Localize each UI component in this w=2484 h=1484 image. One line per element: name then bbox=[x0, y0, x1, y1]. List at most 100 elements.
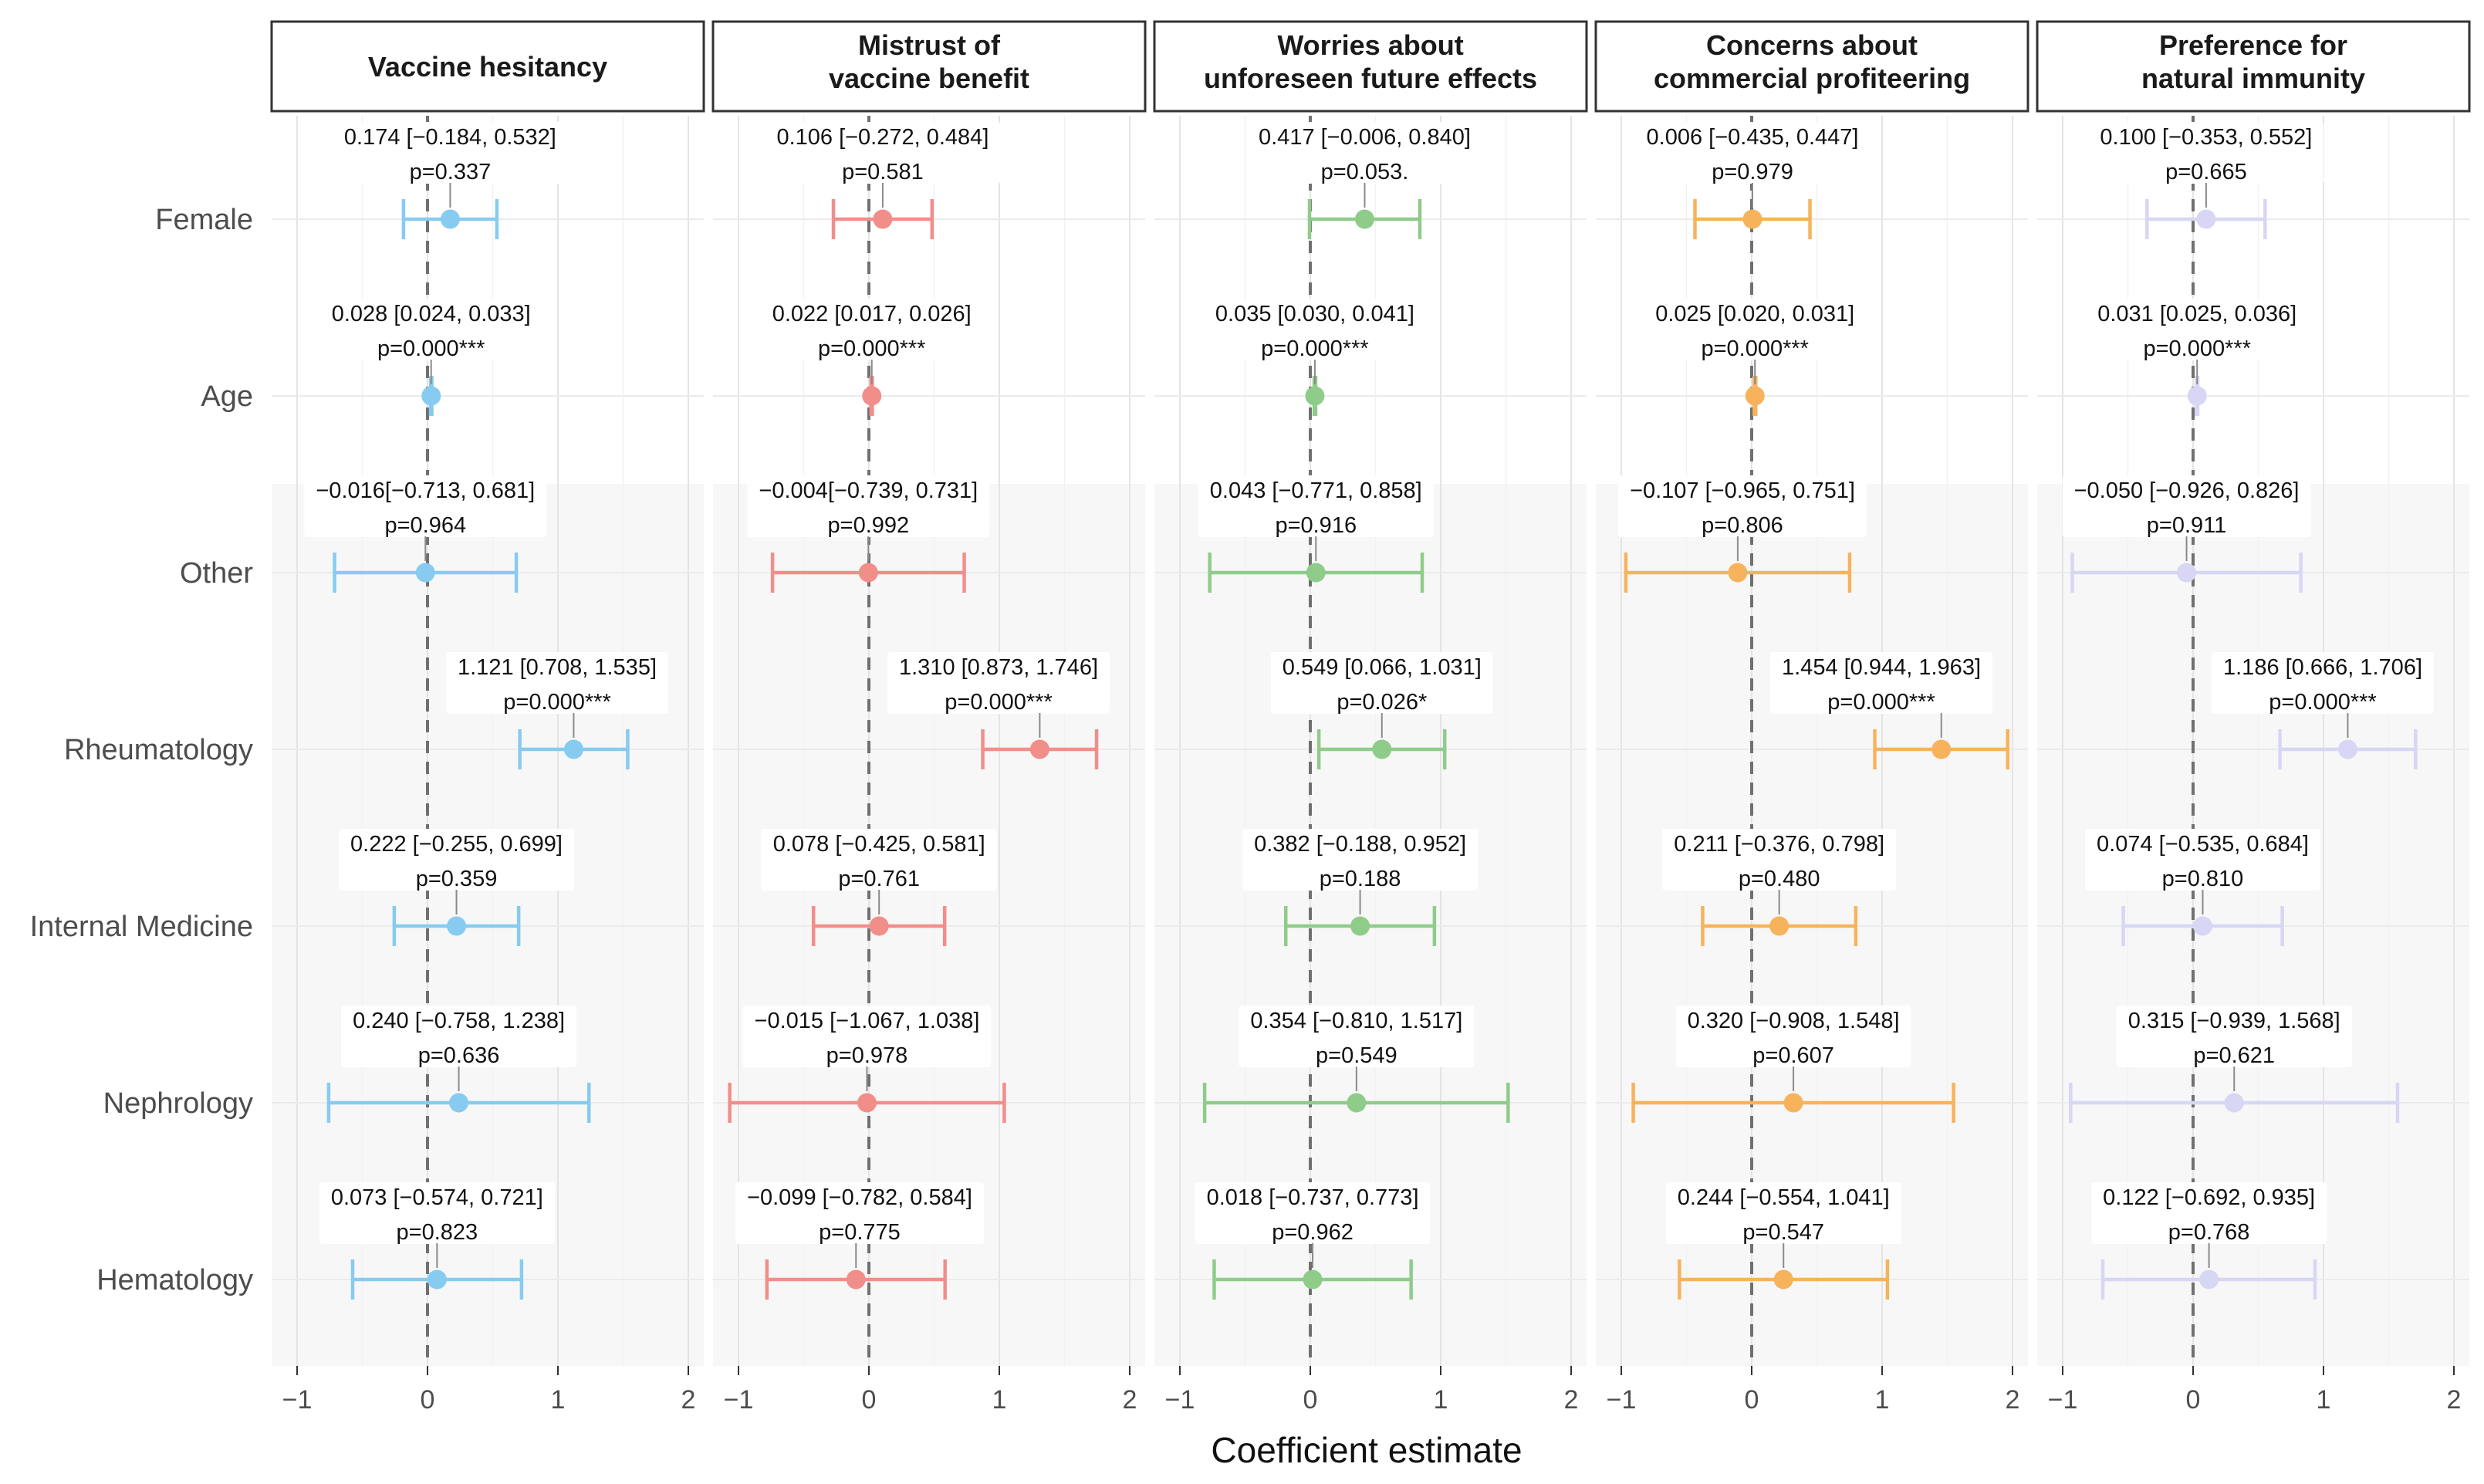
panel-4-xtick-label-0: −1 bbox=[1607, 1385, 1637, 1415]
panel-4-xtick-label-2: 1 bbox=[1875, 1385, 1890, 1415]
panel-1-strip-title-line-1: Vaccine hesitancy bbox=[368, 51, 607, 83]
panel-5-rheumatology-p-value-label: p=0.000*** bbox=[2269, 690, 2377, 715]
panel-2-xtick-label-1: 0 bbox=[862, 1385, 877, 1415]
panel-3-xtick-label-0: −1 bbox=[1165, 1385, 1195, 1415]
panel-1-rheumatology-p-value-label: p=0.000*** bbox=[503, 690, 611, 715]
panel-3-xtick-label-3: 2 bbox=[1564, 1385, 1579, 1415]
panel-5-internal-medicine-point-estimate bbox=[2193, 916, 2213, 936]
row-label-female: Female bbox=[155, 204, 253, 236]
panel-3-female-point-estimate bbox=[1354, 209, 1374, 229]
panel-1-nephrology-label-bg bbox=[341, 1006, 577, 1067]
panel-2-strip-box bbox=[711, 20, 1147, 113]
x-axis-title: Coefficient estimate bbox=[1211, 1430, 1522, 1470]
panel-2-female-point-estimate bbox=[873, 209, 893, 229]
panel-5-strip-box bbox=[2036, 20, 2471, 113]
panel-1-rheumatology-estimate-ci-label: 1.121 [0.708, 1.535] bbox=[458, 655, 657, 680]
panel-1-internal-medicine-p-value-label: p=0.359 bbox=[416, 867, 498, 891]
panel-5-female-p-value-label: p=0.665 bbox=[2165, 160, 2247, 184]
panel-5-age-point-estimate bbox=[2187, 386, 2207, 406]
panel-1-hematology-label-bg bbox=[319, 1182, 555, 1244]
panel-4-internal-medicine-point-estimate bbox=[1769, 916, 1789, 936]
panel-5-nephrology-point-estimate bbox=[2224, 1093, 2244, 1113]
panel-3-internal-medicine-p-value-label: p=0.188 bbox=[1320, 867, 1401, 891]
panel-2-age-p-value-label: p=0.000*** bbox=[818, 336, 926, 361]
panel-3-xtick-label-2: 1 bbox=[1434, 1385, 1448, 1415]
panel-2-internal-medicine-point-estimate bbox=[869, 916, 889, 936]
row-label-other: Other bbox=[180, 557, 253, 590]
panel-1-internal-medicine-point-estimate bbox=[447, 916, 467, 936]
panel-2-other-p-value-label: p=0.992 bbox=[828, 513, 910, 538]
panel-4-nephrology-point-estimate bbox=[1783, 1093, 1803, 1113]
panel-1-nephrology-point-estimate bbox=[449, 1093, 469, 1113]
panel-2-age-label-bg bbox=[760, 299, 983, 360]
panel-5-xtick-label-2: 1 bbox=[2317, 1385, 2331, 1415]
panel-1-internal-medicine-label-bg bbox=[339, 829, 574, 891]
panel-5-strip-title-line-1: Preference for bbox=[2159, 29, 2347, 61]
panel-4-nephrology-estimate-ci-label: 0.320 [−0.908, 1.548] bbox=[1688, 1009, 1900, 1033]
panel-4-hematology-estimate-ci-label: 0.244 [−0.554, 1.041] bbox=[1678, 1185, 1890, 1210]
panel-1-other-label-bg bbox=[304, 475, 547, 537]
panel-4-other-point-estimate bbox=[1728, 563, 1748, 583]
panel-4-other-estimate-ci-label: −0.107 [−0.965, 0.751] bbox=[1630, 478, 1855, 503]
annotation-layer: 0.174 [−0.184, 0.532] p=0.337 0.028 [0.024… bbox=[304, 122, 2434, 1268]
panel-5-other-label-bg bbox=[2062, 475, 2311, 537]
panel-5-female-point-estimate bbox=[2196, 209, 2216, 229]
panel-2-hematology-point-estimate bbox=[846, 1269, 866, 1290]
panel-2-female-estimate-ci-label: 0.106 [−0.272, 0.484] bbox=[776, 125, 989, 150]
panel-5-internal-medicine-p-value-label: p=0.810 bbox=[2162, 867, 2244, 891]
panel-2-other-point-estimate bbox=[858, 563, 878, 583]
panel-1-age-point-estimate bbox=[421, 386, 441, 406]
row-label-internal-medicine: Internal Medicine bbox=[30, 911, 253, 943]
panel-1-xtick-label-2: 1 bbox=[551, 1385, 566, 1415]
panel-3-nephrology-label-bg bbox=[1239, 1006, 1475, 1067]
panel-1-other-point-estimate bbox=[415, 563, 435, 583]
panel-1-female-p-value-label: p=0.337 bbox=[410, 160, 492, 184]
panel-1-strip-box bbox=[270, 20, 705, 113]
panel-4-age-estimate-ci-label: 0.025 [0.020, 0.031] bbox=[1655, 302, 1854, 326]
panel-1-hematology-point-estimate bbox=[427, 1269, 447, 1290]
panel-2-internal-medicine-estimate-ci-label: 0.078 [−0.425, 0.581] bbox=[773, 832, 985, 857]
panel-1-female-point-estimate bbox=[440, 209, 460, 229]
panel-3-strip-title-line-1: Worries about bbox=[1277, 29, 1463, 61]
panel-4-rheumatology-label-bg bbox=[1770, 652, 1992, 714]
panel-1-rheumatology-label-bg bbox=[446, 652, 668, 714]
panel-3-age-point-estimate bbox=[1305, 386, 1325, 406]
panel-2-other-estimate-ci-label: −0.004[−0.739, 0.731] bbox=[759, 478, 978, 503]
panel-3-other-estimate-ci-label: 0.043 [−0.771, 0.858] bbox=[1210, 478, 1422, 503]
panel-3-strip-box bbox=[1153, 20, 1588, 113]
panel-4-age-label-bg bbox=[1644, 299, 1867, 360]
panel-2-rheumatology-p-value-label: p=0.000*** bbox=[945, 690, 1053, 715]
panel-2-other-label-bg bbox=[747, 475, 990, 537]
panel-4-rheumatology-p-value-label: p=0.000*** bbox=[1827, 690, 1935, 715]
panel-1-internal-medicine-estimate-ci-label: 0.222 [−0.255, 0.699] bbox=[350, 832, 563, 857]
panel-5-age-label-bg bbox=[2086, 299, 2309, 360]
panel-5-hematology-p-value-label: p=0.768 bbox=[2168, 1220, 2250, 1245]
panel-4-nephrology-p-value-label: p=0.607 bbox=[1752, 1043, 1834, 1068]
panel-5-nephrology-estimate-ci-label: 0.315 [−0.939, 1.568] bbox=[2128, 1009, 2340, 1033]
panel-4-female-label-bg bbox=[1634, 122, 1871, 184]
panel-2-nephrology-p-value-label: p=0.978 bbox=[826, 1043, 908, 1068]
panel-2-xtick-label-3: 2 bbox=[1123, 1385, 1137, 1415]
panel-1-age-p-value-label: p=0.000*** bbox=[377, 336, 485, 361]
panel-5-nephrology-p-value-label: p=0.621 bbox=[2193, 1043, 2275, 1068]
panel-5-xtick-label-3: 2 bbox=[2447, 1385, 2462, 1415]
panel-3-other-label-bg bbox=[1198, 475, 1434, 537]
panel-1-nephrology-p-value-label: p=0.636 bbox=[418, 1043, 500, 1068]
row-label-hematology: Hematology bbox=[96, 1264, 253, 1296]
panel-3-other-point-estimate bbox=[1306, 563, 1326, 583]
panel-1-hematology-p-value-label: p=0.823 bbox=[397, 1220, 478, 1245]
panel-2-rheumatology-point-estimate bbox=[1029, 739, 1049, 759]
panel-1-rheumatology-point-estimate bbox=[563, 739, 583, 759]
panel-5-xtick-label-1: 0 bbox=[2186, 1385, 2201, 1415]
panel-5-xtick-label-0: −1 bbox=[2048, 1385, 2078, 1415]
panel-2-strip-title-line-1: Mistrust of bbox=[858, 29, 1001, 61]
panel-3-age-estimate-ci-label: 0.035 [0.030, 0.041] bbox=[1215, 302, 1414, 326]
panel-2-internal-medicine-label-bg bbox=[761, 829, 997, 891]
panel-5-other-p-value-label: p=0.911 bbox=[2147, 513, 2226, 538]
panel-2-strip-title-line-2: vaccine benefit bbox=[829, 63, 1029, 94]
panel-2-hematology-label-bg bbox=[735, 1182, 984, 1244]
panel-2-nephrology-estimate-ci-label: −0.015 [−1.067, 1.038] bbox=[755, 1009, 980, 1033]
x-axis-layer: −1 0 1 2 −1 0 1 2 −1 0 1 2 −1 0 1 2 −1 0 1 2 bbox=[282, 1366, 2462, 1415]
panel-5-other-estimate-ci-label: −0.050 [−0.926, 0.826] bbox=[2074, 478, 2300, 503]
